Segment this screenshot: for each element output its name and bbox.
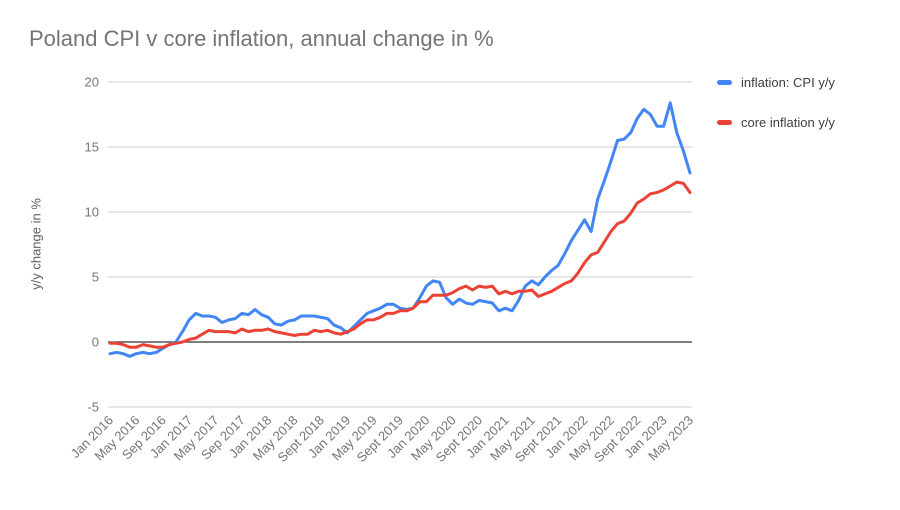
- legend: inflation: CPI y/y core inflation y/y: [717, 74, 835, 154]
- y-tick-label: 0: [92, 335, 99, 350]
- legend-label-core: core inflation y/y: [741, 114, 835, 130]
- y-tick-label: 20: [85, 75, 99, 90]
- legend-item-core: core inflation y/y: [717, 114, 835, 130]
- y-tick-label: 15: [85, 140, 99, 155]
- legend-label-cpi: inflation: CPI y/y: [741, 74, 835, 90]
- core-series-swatch-icon: [717, 119, 732, 125]
- y-tick-label: 10: [85, 205, 99, 220]
- y-tick-label: 5: [92, 270, 99, 285]
- cpi-series-swatch-icon: [717, 79, 732, 85]
- y-tick-label: -5: [87, 400, 99, 415]
- chart-title: Poland CPI v core inflation, annual chan…: [29, 26, 494, 51]
- core-inflation-line-series: [108, 180, 692, 349]
- cpi-line-series: [108, 101, 692, 358]
- y-axis-tick-labels: 20 15 10 5 0 -5: [85, 75, 99, 415]
- legend-item-cpi: inflation: CPI y/y: [717, 74, 835, 90]
